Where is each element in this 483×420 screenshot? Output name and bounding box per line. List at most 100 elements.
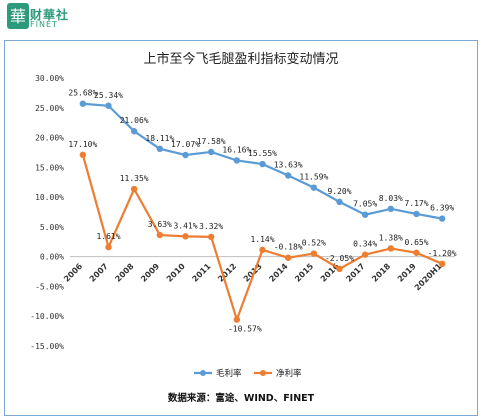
data-label: 3.41% [173, 221, 197, 230]
svg-text:華: 華 [10, 7, 26, 26]
source-note: 数据来源：富途、WIND、FINET [167, 392, 315, 404]
x-tick-label: 2009 [139, 261, 161, 283]
data-point [156, 145, 164, 153]
legend-label: 净利率 [276, 368, 302, 379]
data-point [259, 246, 266, 254]
data-label: 1.14% [250, 235, 274, 244]
data-label: -10.57% [228, 325, 262, 334]
data-point [310, 184, 318, 191]
chart-title: 上市至今飞毛腿盈利指标变动情况 [143, 51, 338, 67]
data-label: -1.20% [428, 249, 457, 258]
data-point [387, 245, 395, 252]
brand-name: 财華社 [30, 8, 70, 22]
x-tick-label: 2008 [113, 261, 135, 283]
data-point [361, 251, 369, 258]
data-point [79, 100, 87, 107]
legend-label: 毛利率 [216, 368, 242, 379]
data-label: 17.07% [171, 140, 200, 149]
data-point [182, 233, 189, 240]
y-tick-label: 25.00% [35, 104, 64, 113]
data-label: -0.18% [274, 243, 303, 252]
y-tick-label: 20.00% [35, 134, 64, 143]
data-label: 8.03% [379, 194, 403, 203]
data-point [79, 151, 87, 159]
data-point [284, 172, 292, 179]
y-tick-label: 15.00% [35, 163, 64, 172]
x-tick-label: 2018 [370, 261, 392, 283]
data-label: 7.05% [353, 200, 377, 209]
data-point [336, 198, 343, 206]
data-label: 11.59% [299, 173, 328, 182]
data-point [182, 151, 189, 159]
data-point [233, 316, 241, 323]
data-label: 25.34% [94, 91, 123, 100]
chart-frame [4, 40, 478, 416]
brand-logo-icon: 華 [7, 3, 29, 29]
x-tick-label: 2011 [190, 261, 212, 283]
brand-sub: FINET [30, 20, 58, 29]
x-tick-label: 2014 [267, 261, 289, 283]
legend: 毛利率 净利率 [194, 368, 302, 379]
x-tick-label: 2015 [293, 261, 315, 283]
y-axis: 30.00% 25.00% 20.00% 15.00% 10.00% 5.00% 0.00%… [30, 74, 64, 351]
data-label: 18.11% [145, 134, 174, 143]
data-point [156, 231, 164, 239]
data-label: 0.65% [404, 238, 428, 247]
series-layer: 25.68%25.34% 21.06% 18.11%17.07%17.58%16.1… [68, 89, 456, 334]
data-point [413, 249, 420, 256]
data-label: 1.61% [96, 232, 120, 241]
data-point [438, 215, 446, 222]
y-tick-label: 0.00% [40, 253, 64, 262]
data-point [336, 265, 343, 273]
data-label: 0.34% [353, 240, 377, 249]
series-gross-margin: 25.68%25.34% 21.06% 18.11%17.07%17.58%16.1… [68, 89, 454, 222]
x-tick-label: 2006 [62, 261, 84, 283]
data-label: 25.68% [68, 89, 97, 98]
y-tick-label: -5.00% [35, 282, 64, 291]
data-label: 3.32% [199, 222, 223, 231]
data-label: 0.52% [302, 239, 326, 248]
data-label: 15.55% [248, 149, 277, 158]
data-point [413, 210, 420, 218]
data-point [310, 250, 318, 257]
x-tick-label: 2020H1 [413, 261, 444, 292]
data-point [438, 260, 446, 268]
x-tick-label: 2013 [242, 262, 264, 284]
data-point [105, 243, 112, 251]
data-point [130, 185, 138, 193]
data-label: 3.63% [148, 220, 172, 229]
data-point [259, 160, 266, 168]
series-net-margin: 17.10% 1.61% 11.35% 3.63% 3.41% 3.32% -10.57% 1… [68, 140, 456, 334]
data-point [233, 157, 241, 164]
data-label: 17.10% [68, 140, 97, 149]
data-point [207, 233, 215, 241]
data-label: 21.06% [120, 116, 149, 125]
brand-logo: 華 [6, 2, 30, 32]
legend-swatch-marker [260, 370, 266, 376]
data-label: 1.38% [379, 233, 403, 242]
data-point [130, 128, 138, 135]
data-label: 7.17% [404, 199, 428, 208]
data-point [284, 254, 292, 261]
data-label: 13.63% [274, 160, 303, 169]
x-tick-label: 2019 [396, 261, 418, 283]
y-tick-label: -15.00% [30, 342, 64, 351]
data-point [105, 102, 112, 109]
y-tick-label: 5.00% [40, 223, 64, 232]
data-label: 16.16% [222, 145, 251, 154]
x-tick-label: 2010 [165, 261, 187, 283]
y-tick-label: 30.00% [35, 74, 64, 83]
legend-swatch-marker [200, 370, 206, 376]
data-point [361, 211, 369, 218]
data-label: 6.39% [430, 204, 454, 213]
data-point [387, 205, 395, 213]
y-tick-label: 10.00% [35, 193, 64, 202]
y-tick-label: -10.00% [30, 312, 64, 321]
data-label: 11.35% [120, 174, 149, 183]
x-tick-label: 2016 [319, 261, 341, 283]
data-label: 9.20% [327, 187, 351, 196]
data-label: 17.58% [197, 137, 226, 146]
x-tick-label: 2007 [88, 262, 110, 284]
data-point [207, 148, 215, 156]
